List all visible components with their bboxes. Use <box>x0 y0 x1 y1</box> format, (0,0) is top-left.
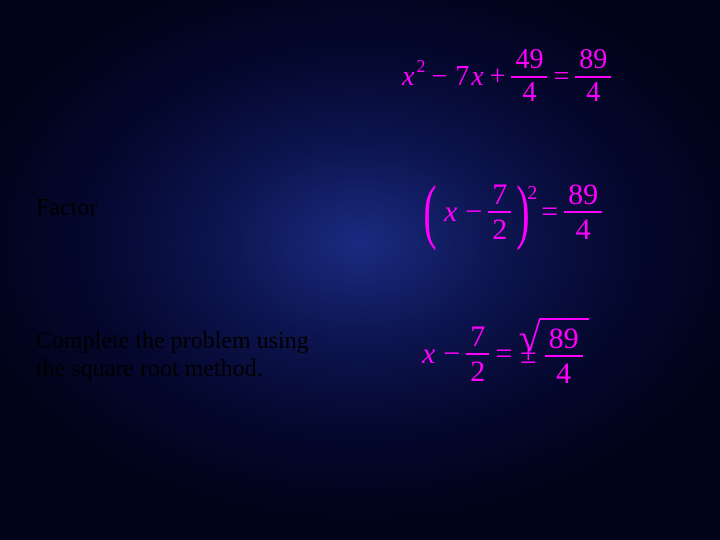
eq1-exp: 2 <box>416 56 425 77</box>
eq1-minus: − <box>431 61 447 93</box>
complete-label-line1: Complete the problem using <box>36 328 309 355</box>
eq3-f1-num: 7 <box>466 320 489 355</box>
equation-3: x − 7 2 = ± √ 89 4 <box>420 318 589 390</box>
eq2-minus: − <box>465 195 482 229</box>
eq2-equals: = <box>541 195 558 229</box>
eq3-rad-den: 4 <box>545 357 583 390</box>
eq2-x: x <box>444 195 457 229</box>
eq3-equals: = <box>495 337 512 371</box>
eq1-plus: + <box>490 61 506 93</box>
eq1-f2-den: 4 <box>575 78 611 109</box>
eq1-x2: x <box>471 61 483 93</box>
equation-1: x2 − 7x + 49 4 = 89 4 <box>400 45 611 109</box>
eq1-seven: 7 <box>455 61 469 93</box>
eq3-frac1: 7 2 <box>466 320 489 388</box>
eq2-f1-num: 7 <box>488 178 511 213</box>
complete-label-line2: the square root method. <box>36 356 263 383</box>
eq3-f1-den: 2 <box>466 355 489 388</box>
eq2-lparen: ( <box>423 170 436 253</box>
equation-2: ( x − 7 2 )2 = 89 4 <box>418 170 602 253</box>
eq1-frac2: 89 4 <box>575 45 611 109</box>
eq3-sqrt: √ 89 4 <box>539 318 589 390</box>
eq3-minus: − <box>443 337 460 371</box>
eq2-frac1: 7 2 <box>488 178 511 246</box>
eq1-f1-den: 4 <box>511 78 547 109</box>
eq3-radfrac: 89 4 <box>545 322 583 390</box>
eq3-rad-num: 89 <box>545 322 583 357</box>
eq2-f2-num: 89 <box>564 178 602 213</box>
eq2-f1-den: 2 <box>488 213 511 246</box>
eq1-frac1: 49 4 <box>511 45 547 109</box>
radical-icon: √ <box>519 314 541 361</box>
factor-label: Factor <box>36 195 97 222</box>
eq2-f2-den: 4 <box>564 213 602 246</box>
eq1-f1-num: 49 <box>511 45 547 78</box>
eq3-x: x <box>422 337 435 371</box>
eq1-f2-num: 89 <box>575 45 611 78</box>
eq1-x: x <box>402 61 414 93</box>
eq2-frac2: 89 4 <box>564 178 602 246</box>
eq1-equals: = <box>553 61 569 93</box>
eq2-exp: 2 <box>527 182 537 205</box>
